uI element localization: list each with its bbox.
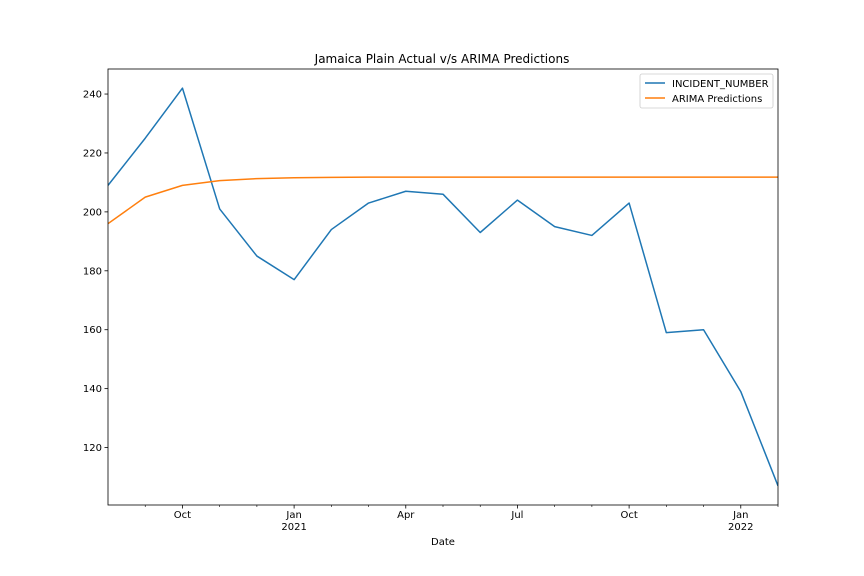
x-tick-label: Oct [620,510,637,521]
x-tick-label: Jan [732,510,748,521]
y-tick-label: 140 [83,384,102,395]
series-line-arima-predictions [108,176,778,225]
x-tick-label: Oct [174,510,191,521]
legend: INCIDENT_NUMBER ARIMA Predictions [639,73,774,109]
series-line-incident-number [108,87,778,487]
y-tick-label: 160 [83,325,102,336]
x-axis-label: Date [431,537,455,548]
x-tick-label: Apr [397,510,415,521]
legend-label-predictions: ARIMA Predictions [672,94,762,105]
legend-label-actual: INCIDENT_NUMBER [672,79,769,90]
plot-area [108,87,778,487]
y-tick-label: 240 [83,90,102,101]
y-tick-label: 180 [83,266,102,277]
x-tick-label: Jan [285,510,301,521]
y-tick-label: 200 [83,207,102,218]
legend-frame [639,73,774,109]
x-tick-year-label: 2021 [281,522,306,533]
y-tick-label: 120 [83,443,102,454]
plot-frame [107,68,779,506]
y-axis: 120 140 160 180 200 220 240 [83,90,108,454]
chart-title: Jamaica Plain Actual v/s ARIMA Predictio… [314,52,570,66]
x-tick-year-label: 2022 [728,522,753,533]
y-tick-label: 220 [83,148,102,159]
x-tick-label: Jul [510,510,523,521]
